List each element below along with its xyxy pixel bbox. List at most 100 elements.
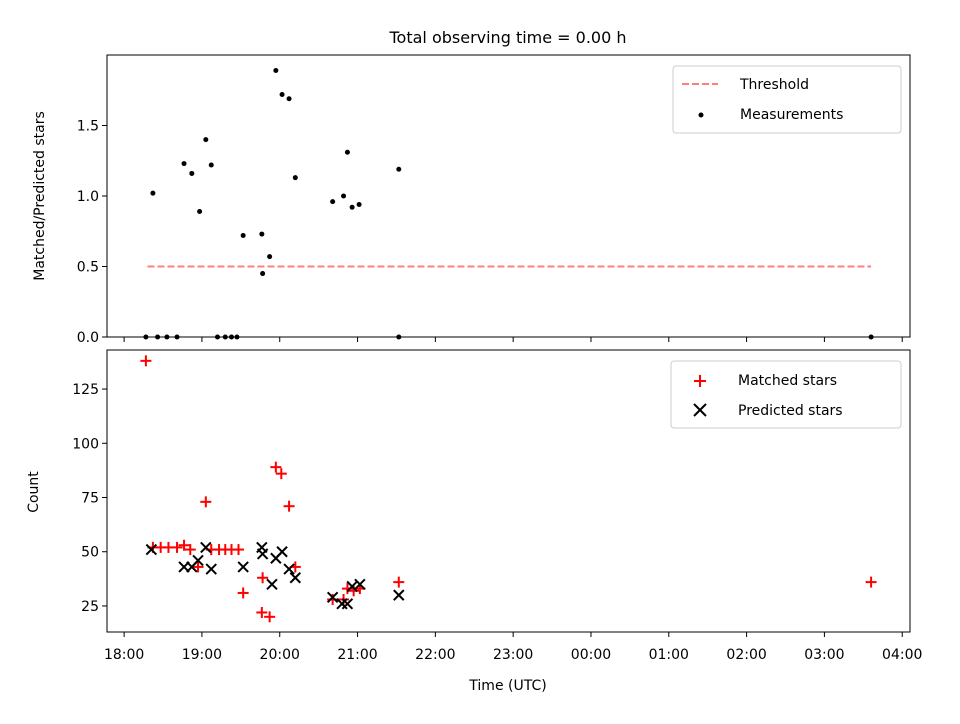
measurement-point xyxy=(259,231,265,237)
legend-matched-label: Matched stars xyxy=(738,373,837,389)
predicted-star-stroke xyxy=(354,578,366,590)
bottom-y-axis-label: Count xyxy=(26,471,42,513)
predicted-star-point xyxy=(205,563,217,575)
predicted-star-point xyxy=(289,572,302,584)
matched-star-point xyxy=(264,611,276,623)
predicted-star-stroke xyxy=(237,561,249,573)
legend-predicted-label: Predicted stars xyxy=(738,403,843,419)
predicted-star-stroke xyxy=(192,554,204,567)
bottom-x-axis-label: Time (UTC) xyxy=(468,678,546,694)
predicted-star-point xyxy=(237,561,249,573)
measurement-point xyxy=(260,271,266,277)
bottom-x-tick-label: 21:00 xyxy=(337,647,377,663)
matched-star-point xyxy=(232,544,244,556)
bottom-x-tick-label: 04:00 xyxy=(882,647,922,663)
predicted-star-stroke xyxy=(276,546,288,558)
bottom-x-tick-label: 23:00 xyxy=(493,647,533,663)
measurement-point xyxy=(344,149,350,155)
legend-predicted-swatch xyxy=(693,403,707,417)
top-title: Total observing time = 0.00 h xyxy=(388,28,626,47)
predicted-star-point xyxy=(192,554,204,567)
predicted-star-stroke xyxy=(393,589,405,601)
predicted-star-stroke xyxy=(341,598,354,610)
legend-measurements-swatch xyxy=(698,112,704,118)
bottom-x-tick-label: 20:00 xyxy=(260,647,300,663)
measurement-point xyxy=(396,166,402,172)
predicted-star-stroke xyxy=(205,563,217,575)
matched-star-point xyxy=(200,496,212,508)
predicted-star-stroke xyxy=(346,580,358,593)
predicted-star-point xyxy=(200,541,212,554)
top-y-tick-label: 0.5 xyxy=(77,260,99,276)
bottom-legend-box xyxy=(670,360,902,429)
predicted-star-point xyxy=(256,548,269,560)
bottom-x-tick-label: 02:00 xyxy=(726,647,766,663)
top-plot-frame xyxy=(106,54,911,338)
matched-star-point xyxy=(192,561,204,573)
bottom-x-tick-label: 18:00 xyxy=(104,647,144,663)
bottom-x-tick-label: 01:00 xyxy=(649,647,689,663)
measurement-point xyxy=(240,232,246,238)
bottom-x-tick-label: 00:00 xyxy=(571,647,611,663)
matched-star-point xyxy=(393,576,405,588)
matched-star-point xyxy=(270,461,282,473)
measurement-point xyxy=(341,193,347,199)
predicted-star-point xyxy=(145,543,158,556)
measurement-point xyxy=(330,199,336,205)
matched-star-point xyxy=(865,576,877,588)
matched-star-point xyxy=(275,468,287,480)
matched-star-point xyxy=(184,544,196,556)
top-marks xyxy=(143,68,874,340)
top-y-axis-label: Matched/Predicted stars xyxy=(32,111,48,281)
top-legend: Threshold Measurements xyxy=(672,65,902,134)
predicted-star-stroke xyxy=(326,591,339,603)
measurement-point xyxy=(150,190,156,196)
bottom-marks xyxy=(140,355,877,623)
legend-matched-swatch xyxy=(694,375,706,387)
bottom-y-ticks: 25 50 75 100 125 xyxy=(72,382,107,615)
predicted-star-point xyxy=(283,563,295,575)
bottom-x-tick-label: 19:00 xyxy=(182,647,222,663)
measurement-point xyxy=(356,201,362,207)
bottom-y-tick-label: 25 xyxy=(81,599,99,615)
predicted-star-stroke xyxy=(283,563,295,575)
bottom-plot-frame xyxy=(106,349,911,633)
predicted-star-stroke xyxy=(256,548,269,560)
measurement-point xyxy=(197,209,203,215)
measurement-point xyxy=(203,137,209,143)
predicted-star-point xyxy=(266,578,278,590)
bottom-panel: 25 50 75 100 125 18:00 19:00 20:00 21:00 22:00 23… xyxy=(26,349,922,694)
measurement-point xyxy=(279,91,285,97)
top-legend-box xyxy=(672,65,902,134)
top-y-tick-label: 0.0 xyxy=(77,330,99,346)
predicted-star-point xyxy=(276,546,288,558)
legend-measurements-label: Measurements xyxy=(740,107,843,123)
predicted-star-stroke xyxy=(200,541,212,554)
matched-star-point xyxy=(171,541,183,553)
measurement-point xyxy=(286,96,292,102)
bottom-y-tick-label: 50 xyxy=(81,545,99,561)
bottom-x-tick-label: 22:00 xyxy=(415,647,455,663)
bottom-y-tick-label: 125 xyxy=(72,382,99,398)
matched-star-point xyxy=(257,572,269,584)
predicted-star-point xyxy=(393,589,405,601)
legend-threshold-label: Threshold xyxy=(739,77,809,93)
predicted-star-point xyxy=(341,598,354,610)
bottom-legend: Matched stars Predicted stars xyxy=(670,360,902,429)
predicted-star-point xyxy=(326,591,339,603)
measurement-point xyxy=(267,254,273,260)
matched-star-point xyxy=(327,593,339,605)
top-y-tick-label: 1.5 xyxy=(77,119,99,135)
bottom-y-tick-label: 100 xyxy=(72,436,99,452)
predicted-star-stroke xyxy=(289,572,302,584)
predicted-star-stroke xyxy=(145,543,158,556)
measurement-point xyxy=(181,161,187,167)
top-x-ticks xyxy=(123,337,903,342)
measurement-point xyxy=(273,68,279,74)
bottom-x-tick-label: 03:00 xyxy=(804,647,844,663)
matched-star-point xyxy=(140,355,152,367)
matched-star-point xyxy=(256,606,268,618)
measurement-point xyxy=(349,204,355,210)
matched-star-point xyxy=(237,587,249,599)
